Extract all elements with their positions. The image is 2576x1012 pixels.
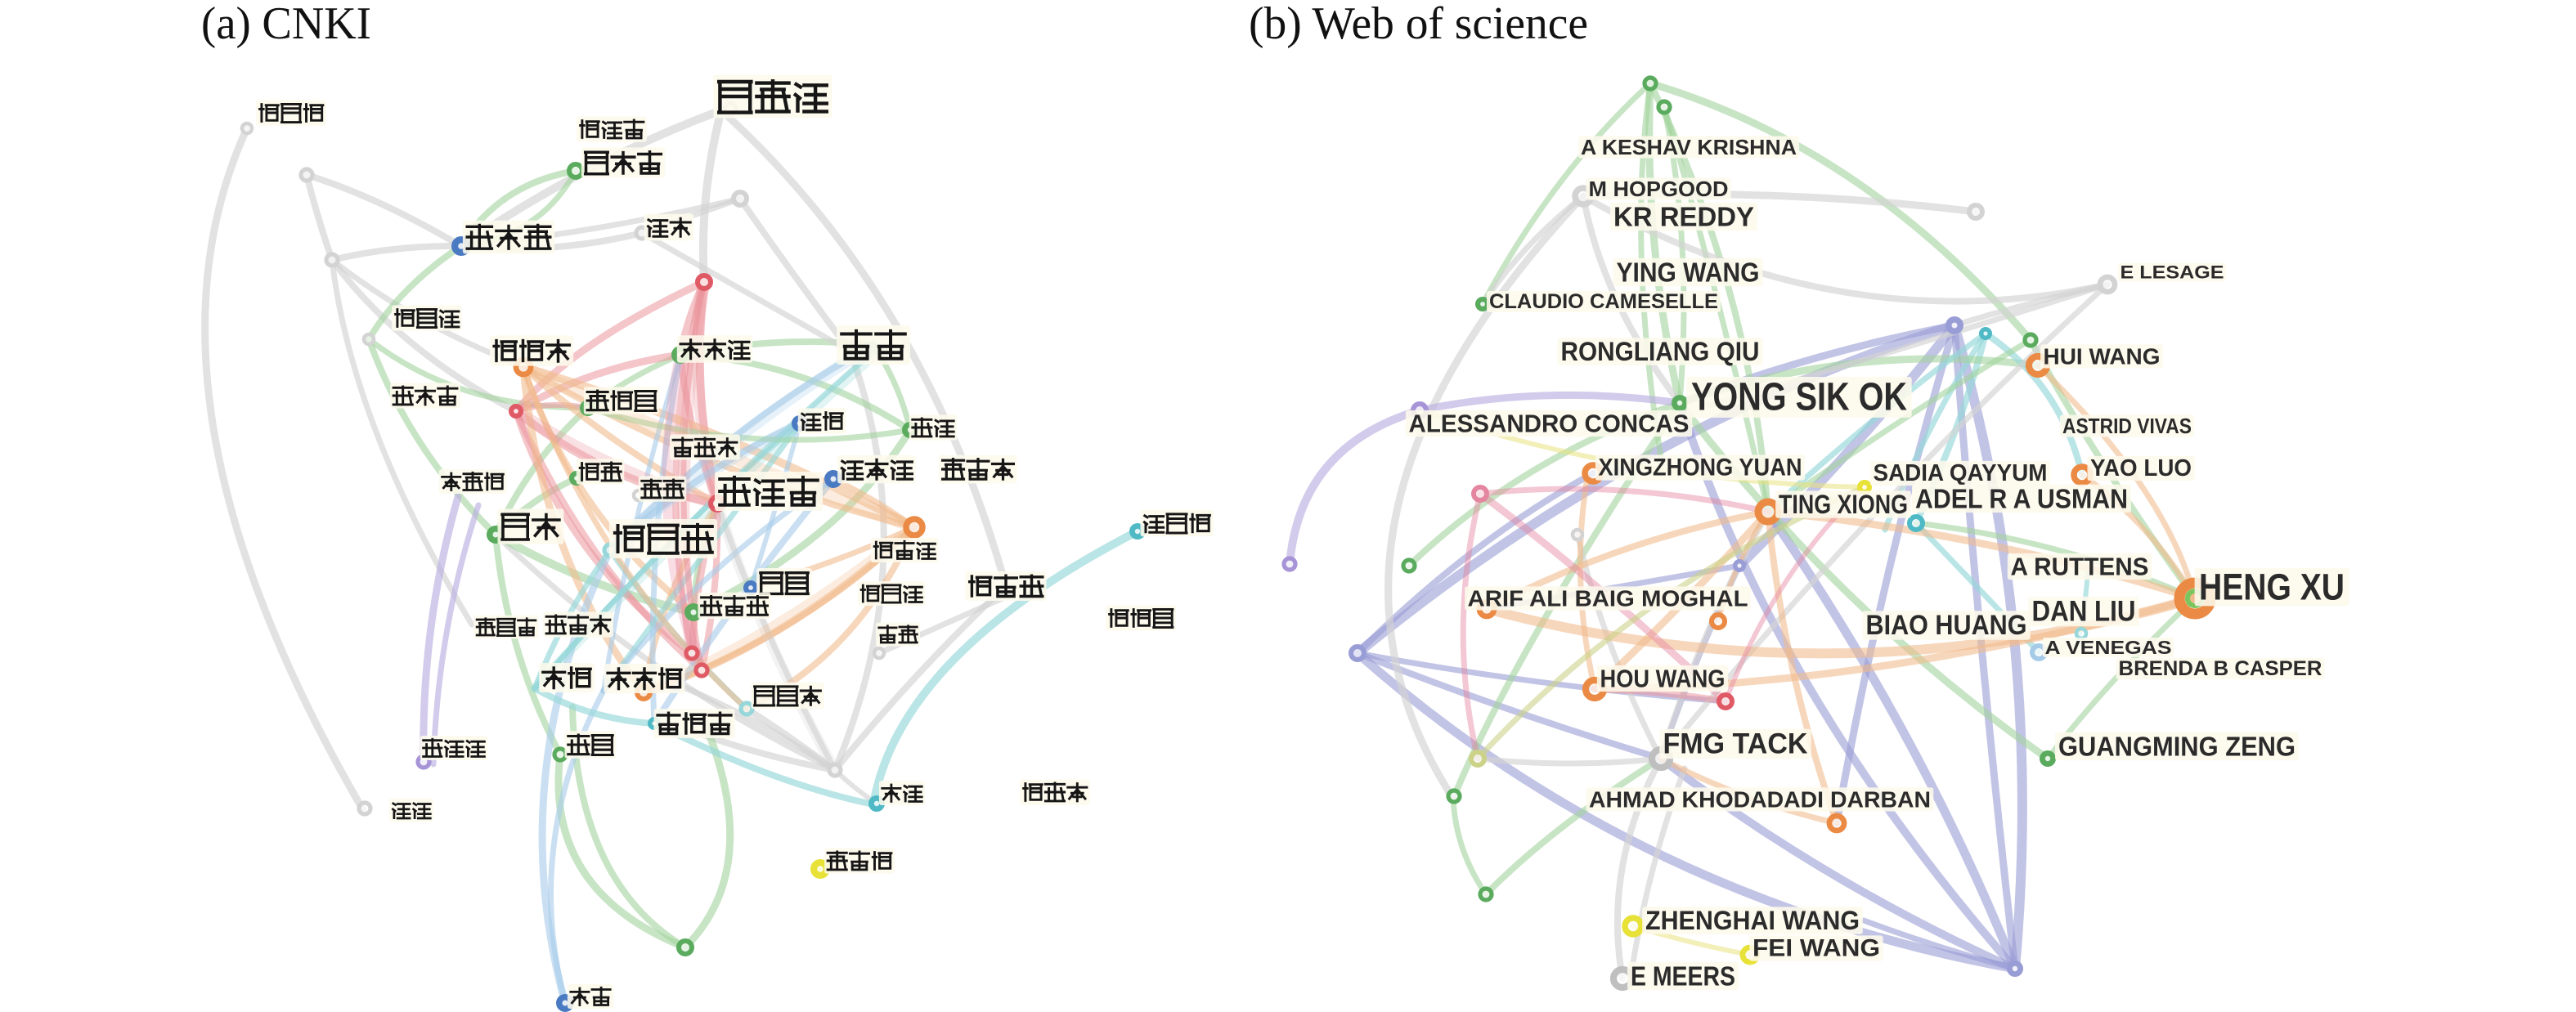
svg-text:FMG TACK: FMG TACK <box>1663 728 1808 760</box>
svg-text:A VENEGAS: A VENEGAS <box>2045 637 2172 658</box>
svg-text:ARIF ALI BAIG MOGHAL: ARIF ALI BAIG MOGHAL <box>1468 586 1748 611</box>
svg-text:BIAO HUANG: BIAO HUANG <box>1866 610 2027 641</box>
svg-text:CLAUDIO CAMESELLE: CLAUDIO CAMESELLE <box>1489 290 1718 313</box>
svg-text:(a) CNKI: (a) CNKI <box>201 0 371 49</box>
svg-text:BRENDA B CASPER: BRENDA B CASPER <box>2119 657 2322 680</box>
svg-text:ZHENGHAI WANG: ZHENGHAI WANG <box>1645 906 1860 935</box>
svg-text:A KESHAV KRISHNA: A KESHAV KRISHNA <box>1581 135 1797 159</box>
svg-text:A RUTTENS: A RUTTENS <box>2011 553 2149 581</box>
svg-text:TING XIONG: TING XIONG <box>1779 490 1908 519</box>
svg-text:YONG SIK OK: YONG SIK OK <box>1691 376 1907 419</box>
svg-text:HOU WANG: HOU WANG <box>1600 665 1726 693</box>
svg-text:SADIA QAYYUM: SADIA QAYYUM <box>1874 460 2048 486</box>
svg-text:(b) Web of science: (b) Web of science <box>1249 0 1588 49</box>
svg-text:GUANGMING ZENG: GUANGMING ZENG <box>2058 732 2296 762</box>
svg-text:YING WANG: YING WANG <box>1617 257 1760 288</box>
svg-text:M HOPGOOD: M HOPGOOD <box>1589 177 1729 201</box>
svg-text:XINGZHONG YUAN: XINGZHONG YUAN <box>1599 455 1802 481</box>
svg-text:YAO LUO: YAO LUO <box>2090 455 2192 481</box>
svg-text:DAN LIU: DAN LIU <box>2032 596 2136 628</box>
svg-text:AHMAD KHODADADI DARBAN: AHMAD KHODADADI DARBAN <box>1589 787 1931 813</box>
svg-text:HENG XU: HENG XU <box>2199 566 2345 608</box>
svg-text:ALESSANDRO CONCAS: ALESSANDRO CONCAS <box>1409 410 1690 438</box>
svg-text:HUI WANG: HUI WANG <box>2044 344 2161 369</box>
svg-text:E LESAGE: E LESAGE <box>2120 262 2224 283</box>
svg-text:RONGLIANG QIU: RONGLIANG QIU <box>1561 337 1760 366</box>
svg-text:KR REDDY: KR REDDY <box>1613 202 1754 232</box>
svg-text:FEI WANG: FEI WANG <box>1752 935 1880 962</box>
svg-text:ADEL R A USMAN: ADEL R A USMAN <box>1915 484 2128 514</box>
svg-text:ASTRID VIVAS: ASTRID VIVAS <box>2062 414 2192 438</box>
svg-text:E MEERS: E MEERS <box>1631 961 1735 992</box>
